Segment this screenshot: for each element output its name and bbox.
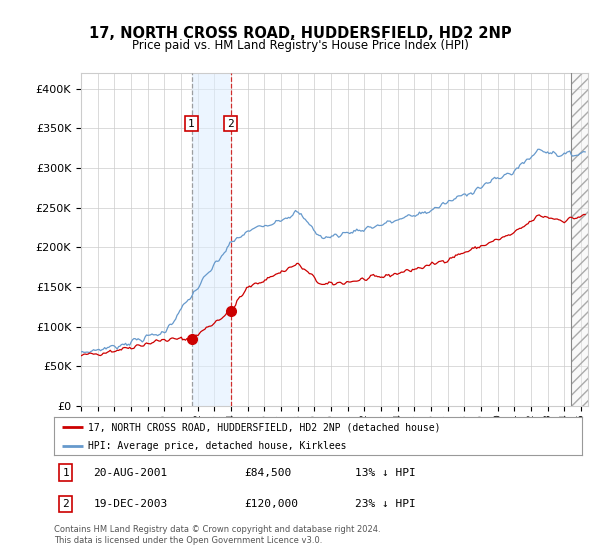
Text: Price paid vs. HM Land Registry's House Price Index (HPI): Price paid vs. HM Land Registry's House …: [131, 39, 469, 53]
Text: HPI: Average price, detached house, Kirklees: HPI: Average price, detached house, Kirk…: [88, 441, 347, 451]
Text: 17, NORTH CROSS ROAD, HUDDERSFIELD, HD2 2NP: 17, NORTH CROSS ROAD, HUDDERSFIELD, HD2 …: [89, 26, 511, 41]
Text: 2: 2: [62, 499, 69, 509]
Text: 1: 1: [62, 468, 69, 478]
Text: 23% ↓ HPI: 23% ↓ HPI: [355, 499, 416, 509]
Text: £84,500: £84,500: [244, 468, 292, 478]
Text: 19-DEC-2003: 19-DEC-2003: [94, 499, 168, 509]
Text: 2: 2: [227, 119, 234, 129]
Text: £120,000: £120,000: [244, 499, 298, 509]
Bar: [571, 73, 588, 406]
Text: 13% ↓ HPI: 13% ↓ HPI: [355, 468, 416, 478]
Text: 20-AUG-2001: 20-AUG-2001: [94, 468, 168, 478]
Bar: [571, 73, 588, 406]
Text: Contains HM Land Registry data © Crown copyright and database right 2024.
This d: Contains HM Land Registry data © Crown c…: [54, 525, 380, 545]
Bar: [191, 73, 230, 406]
Text: 17, NORTH CROSS ROAD, HUDDERSFIELD, HD2 2NP (detached house): 17, NORTH CROSS ROAD, HUDDERSFIELD, HD2 …: [88, 422, 441, 432]
Text: 1: 1: [188, 119, 195, 129]
